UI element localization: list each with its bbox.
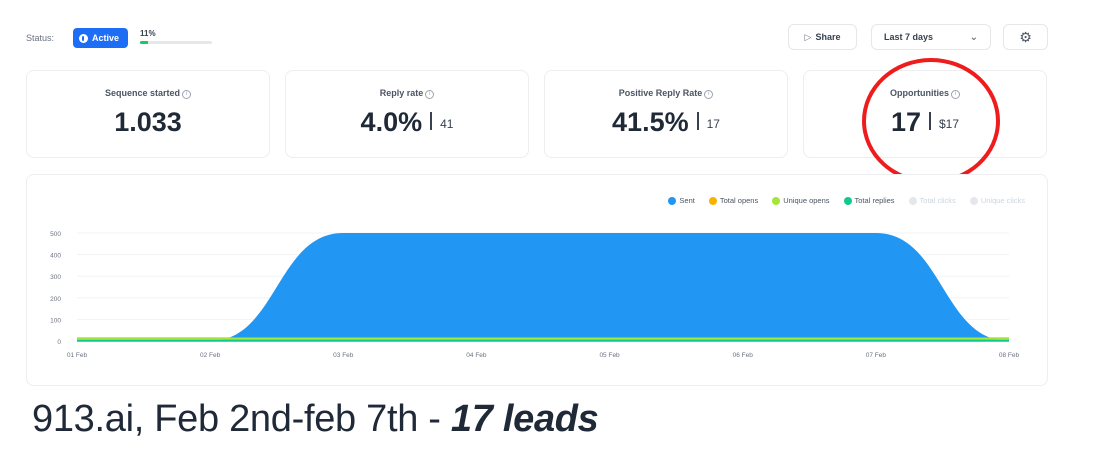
stat-label: Reply rate i: [286, 88, 528, 99]
x-tick-label: 01 Feb: [67, 352, 88, 359]
x-tick-label: 04 Feb: [466, 352, 487, 359]
chevron-down-icon: ⌄: [969, 31, 978, 43]
legend-label: Sent: [679, 196, 695, 205]
progress-indicator: 11%: [140, 29, 212, 44]
legend-swatch: [772, 196, 781, 205]
legend-swatch: [668, 196, 677, 205]
divider: [430, 112, 433, 130]
legend-swatch: [708, 196, 717, 205]
progress-text: 11%: [140, 29, 156, 38]
legend-label: Unique clicks: [980, 196, 1025, 205]
chart-card: Sent Total opens Unique opens Total replies…: [26, 174, 1048, 386]
series-area: [77, 233, 1009, 341]
toolbar: Status: Active 11% ▷ Share Last 7 days ⌄…: [26, 24, 1048, 54]
y-tick-label: 300: [50, 274, 61, 281]
share-icon: ▷: [804, 31, 812, 42]
x-tick-label: 08 Feb: [999, 352, 1020, 359]
legend-swatch: [908, 196, 917, 205]
progress-track: [140, 41, 212, 44]
legend-item[interactable]: Unique clicks: [969, 196, 1025, 205]
share-button[interactable]: ▷ Share: [788, 24, 857, 50]
info-icon[interactable]: i: [704, 90, 714, 99]
legend-label: Total replies: [854, 196, 895, 205]
date-range-select[interactable]: Last 7 days ⌄: [871, 24, 991, 50]
date-range-label: Last 7 days: [884, 32, 934, 42]
share-button-label: Share: [815, 32, 841, 42]
stat-card-positive-reply-rate: Positive Reply Rate i 41.5% 17: [544, 70, 788, 158]
legend-item[interactable]: Total replies: [843, 196, 895, 205]
legend-label: Total clicks: [919, 196, 956, 205]
stat-value: 41.5% 17: [612, 107, 720, 137]
stat-label: Positive Reply Rate i: [545, 88, 787, 99]
info-icon[interactable]: i: [182, 90, 192, 99]
legend-swatch: [843, 196, 852, 205]
x-tick-label: 03 Feb: [333, 352, 354, 359]
legend-item[interactable]: Total opens: [708, 196, 759, 205]
caption: 913.ai, Feb 2nd-feb 7th - 17 leads: [32, 398, 599, 441]
legend-item[interactable]: Unique opens: [772, 196, 830, 205]
x-tick-label: 06 Feb: [733, 352, 754, 359]
divider: [696, 112, 699, 130]
stat-card-sequence-started: Sequence started i 1.033: [26, 70, 270, 158]
progress-fill: [140, 41, 148, 44]
stat-value: 4.0% 41: [360, 107, 454, 137]
info-icon[interactable]: i: [425, 90, 435, 99]
area-chart: 0 100 200 300 400 500 01 Feb 02 Feb 03 Feb 04 Feb…: [50, 231, 1020, 359]
status-label: Status:: [26, 33, 55, 43]
y-tick-label: 100: [50, 317, 61, 324]
status-badge[interactable]: Active: [73, 28, 129, 48]
caption-emphasis: 17 leads: [450, 398, 599, 440]
y-tick-label: 500: [50, 231, 61, 238]
stat-card-reply-rate: Reply rate i 4.0% 41: [285, 70, 529, 158]
highlight-circle-annotation: [862, 58, 1000, 184]
gear-icon: ⚙: [1019, 28, 1032, 45]
y-tick-label: 400: [50, 253, 61, 260]
stat-label: Sequence started i: [27, 88, 269, 99]
settings-button[interactable]: ⚙: [1003, 24, 1048, 50]
chart-legend: Sent Total opens Unique opens Total replies…: [668, 196, 1025, 205]
x-tick-label: 07 Feb: [866, 352, 887, 359]
stat-sub-value: 41: [440, 117, 454, 131]
caption-text: 913.ai, Feb 2nd-feb 7th -: [32, 398, 451, 440]
stat-sub-value: 17: [706, 117, 720, 131]
legend-label: Total opens: [719, 196, 759, 205]
legend-label: Unique opens: [783, 196, 830, 205]
status-badge-label: Active: [92, 33, 120, 43]
legend-swatch: [969, 196, 978, 205]
x-tick-label: 02 Feb: [200, 352, 221, 359]
y-tick-label: 0: [57, 339, 61, 346]
x-tick-label: 05 Feb: [599, 352, 620, 359]
info-icon: [79, 33, 88, 43]
legend-item[interactable]: Sent: [668, 196, 695, 205]
y-tick-label: 200: [50, 296, 61, 303]
stat-value: 1.033: [114, 107, 182, 137]
legend-item[interactable]: Total clicks: [908, 196, 956, 205]
